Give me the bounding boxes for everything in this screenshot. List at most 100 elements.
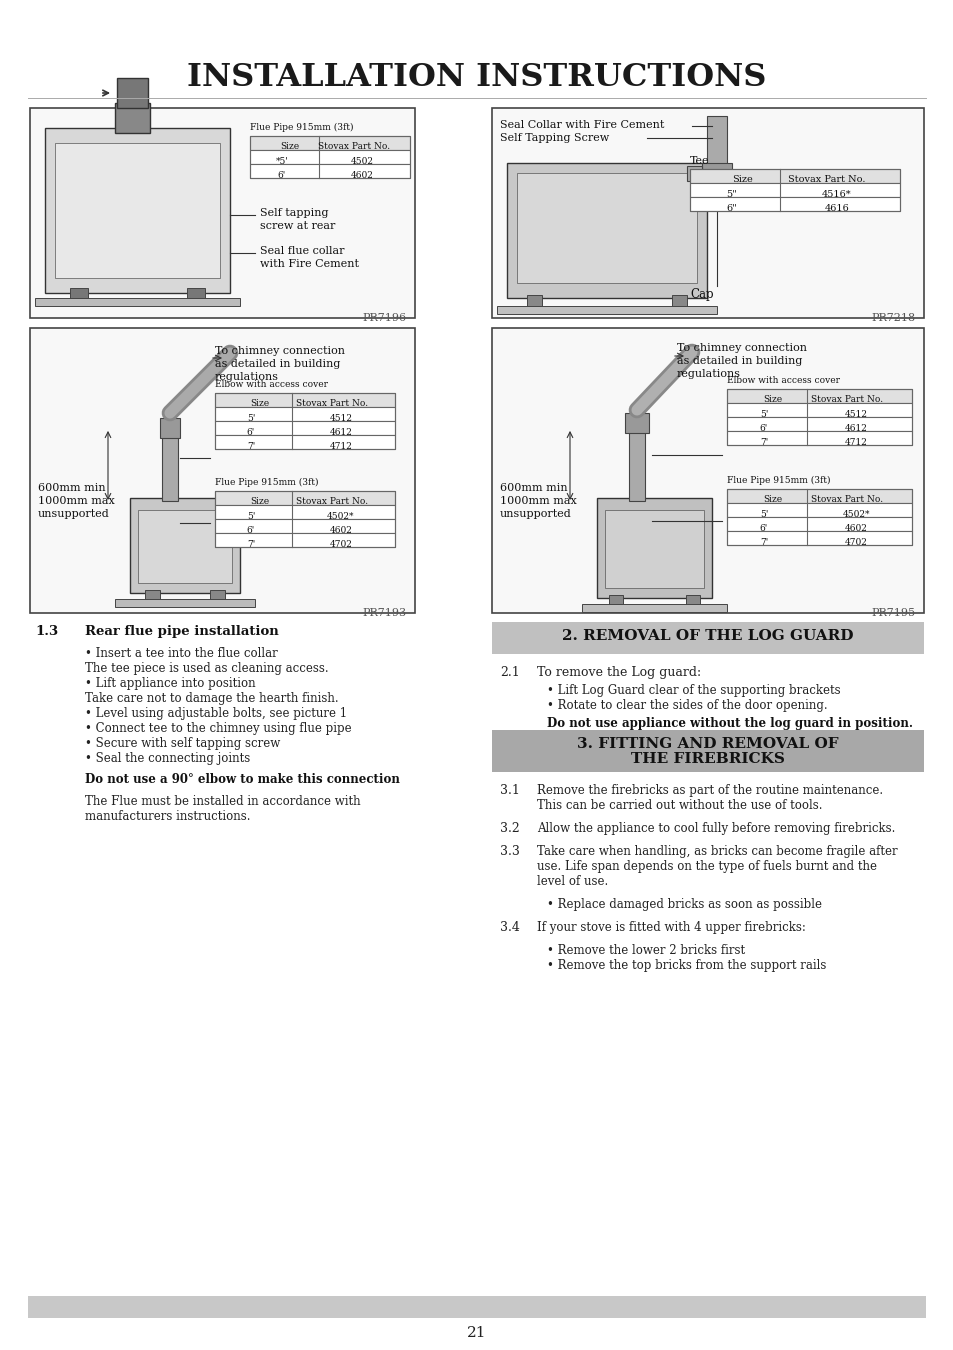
Bar (726, 531, 911, 545)
Text: • Connect tee to the chimney using flue pipe: • Connect tee to the chimney using flue … (85, 722, 352, 734)
Bar (517, 173, 697, 284)
Text: screw at rear: screw at rear (260, 221, 335, 231)
Bar (250, 163, 410, 178)
Bar (726, 489, 911, 504)
Bar (30, 328, 415, 613)
Text: Do not use appliance without the log guard in position.: Do not use appliance without the log gua… (546, 717, 912, 730)
Text: Stovax Part No.: Stovax Part No. (810, 495, 882, 504)
Text: INSTALLATION INSTRUCTIONS: INSTALLATION INSTRUCTIONS (187, 62, 766, 93)
Text: 6": 6" (726, 204, 737, 213)
Bar (214, 393, 395, 450)
Text: Stovax Part No.: Stovax Part No. (295, 497, 368, 506)
Bar (210, 590, 225, 599)
Bar (145, 590, 160, 599)
Bar (214, 435, 395, 450)
Text: 5': 5' (247, 413, 254, 423)
Bar (214, 393, 395, 406)
Text: 5": 5" (726, 190, 737, 198)
Bar (214, 491, 395, 505)
Text: THE FIREBRICKS: THE FIREBRICKS (630, 752, 784, 765)
Bar (214, 421, 395, 435)
Text: Size: Size (763, 495, 782, 504)
Text: Size: Size (251, 400, 270, 408)
Text: 4502*: 4502* (327, 512, 355, 521)
Bar (214, 518, 395, 533)
Bar (689, 169, 899, 184)
Bar (624, 413, 648, 433)
Text: PR7195: PR7195 (871, 608, 915, 618)
Bar (726, 431, 911, 446)
Bar (138, 510, 232, 583)
Text: unsupported: unsupported (499, 509, 571, 518)
Text: PR7193: PR7193 (362, 608, 407, 618)
Bar (726, 517, 911, 531)
Text: regulations: regulations (214, 373, 278, 382)
Text: 600mm min: 600mm min (499, 483, 567, 493)
Bar (214, 505, 395, 518)
Bar (604, 510, 703, 589)
Bar (160, 418, 180, 437)
Bar (187, 288, 205, 300)
Bar (726, 489, 911, 545)
Text: Allow the appliance to cool fully before removing firebricks.: Allow the appliance to cool fully before… (537, 822, 895, 836)
Text: 6': 6' (760, 524, 767, 533)
Bar (497, 306, 717, 315)
Text: Flue Pipe 915mm (3ft): Flue Pipe 915mm (3ft) (726, 477, 830, 485)
Text: Stovax Part No.: Stovax Part No. (317, 142, 390, 151)
Bar (55, 143, 220, 278)
Text: Cap: Cap (689, 288, 713, 301)
Text: To remove the Log guard:: To remove the Log guard: (537, 666, 700, 679)
Bar (628, 428, 644, 501)
Bar (726, 389, 911, 446)
Bar (162, 433, 178, 501)
Bar (115, 599, 254, 608)
Bar (608, 595, 622, 605)
Text: Remove the firebricks as part of the routine maintenance.: Remove the firebricks as part of the rou… (537, 784, 882, 796)
Bar (701, 163, 731, 185)
Bar (706, 116, 726, 171)
Text: Flue Pipe 915mm (3ft): Flue Pipe 915mm (3ft) (250, 123, 354, 132)
Bar (689, 184, 899, 197)
Bar (28, 1296, 925, 1318)
Text: Tee: Tee (689, 157, 709, 166)
Text: PR7196: PR7196 (362, 313, 407, 323)
Text: 4612: 4612 (844, 424, 867, 433)
Text: 4502*: 4502* (841, 510, 869, 518)
Text: Stovax Part No.: Stovax Part No. (810, 396, 882, 404)
Text: unsupported: unsupported (38, 509, 110, 518)
Text: 2. REMOVAL OF THE LOG GUARD: 2. REMOVAL OF THE LOG GUARD (561, 629, 853, 643)
Text: manufacturers instructions.: manufacturers instructions. (85, 810, 251, 824)
Text: If your stove is fitted with 4 upper firebricks:: If your stove is fitted with 4 upper fir… (537, 921, 805, 934)
Text: Stovax Part No.: Stovax Part No. (787, 176, 864, 184)
Bar (214, 491, 395, 547)
Text: 6': 6' (247, 525, 254, 535)
Text: • Level using adjustable bolts, see picture 1: • Level using adjustable bolts, see pict… (85, 707, 347, 720)
Text: Seal Collar with Fire Cement: Seal Collar with Fire Cement (499, 120, 663, 130)
Text: 7': 7' (247, 540, 254, 548)
Text: 3.2: 3.2 (499, 822, 519, 836)
Text: 21: 21 (467, 1326, 486, 1341)
Bar (671, 296, 686, 306)
Text: 4702: 4702 (844, 537, 867, 547)
Bar (130, 498, 240, 593)
Text: 5': 5' (759, 409, 767, 418)
Text: *5': *5' (275, 157, 288, 166)
Bar (45, 128, 230, 293)
Bar (597, 498, 711, 598)
Bar (214, 406, 395, 421)
Text: 7': 7' (760, 537, 767, 547)
Bar (726, 404, 911, 417)
Text: The tee piece is used as cleaning access.: The tee piece is used as cleaning access… (85, 662, 328, 675)
Bar (30, 108, 415, 319)
Text: • Replace damaged bricks as soon as possible: • Replace damaged bricks as soon as poss… (546, 898, 821, 911)
Bar (726, 504, 911, 517)
Bar (492, 730, 923, 772)
Text: with Fire Cement: with Fire Cement (260, 259, 358, 269)
Text: 4616: 4616 (823, 204, 848, 213)
Text: Size: Size (251, 497, 270, 506)
Text: Size: Size (280, 142, 299, 151)
Text: To chimney connection: To chimney connection (214, 346, 345, 356)
Text: 1000mm max: 1000mm max (499, 495, 577, 506)
Text: 7': 7' (760, 437, 767, 447)
Bar (115, 103, 150, 134)
